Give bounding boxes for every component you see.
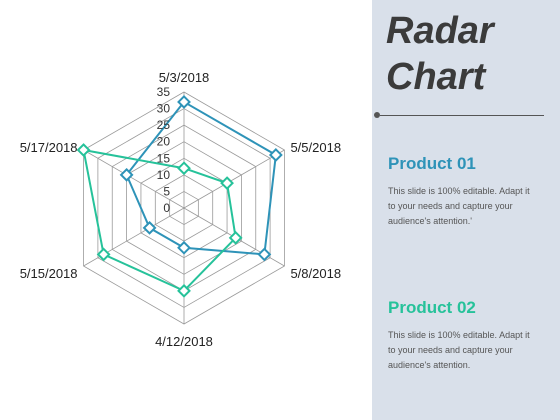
side-panel: Radar Chart Product 01 This slide is 100… <box>372 0 560 420</box>
radar-chart: 0 5 10 15 20 25 30 355/3/2018 5/5/2018 5/8/2018 4/… <box>20 70 341 349</box>
grid-spoke <box>83 207 185 267</box>
data-point-marker <box>142 220 157 235</box>
series-1 <box>119 95 283 262</box>
category-label: 5/5/2018 <box>290 140 341 155</box>
series-2 <box>76 143 243 298</box>
r-tick-label: 10 <box>157 168 171 182</box>
category-label: 5/3/2018 <box>159 70 210 85</box>
slide-title: Radar Chart <box>386 8 556 100</box>
r-tick-label: 30 <box>157 102 171 116</box>
data-point-marker <box>177 161 191 176</box>
divider-dot <box>374 112 380 118</box>
grid-spoke <box>183 149 285 209</box>
r-tick-label: 25 <box>157 118 171 132</box>
data-point-marker <box>257 247 272 262</box>
product-01-block: Product 01 This slide is 100% editable. … <box>388 154 538 229</box>
r-tick-label: 5 <box>163 184 170 198</box>
category-label: 5/15/2018 <box>20 266 78 281</box>
product-02-description: This slide is 100% editable. Adapt it to… <box>388 330 530 370</box>
data-point-marker <box>177 240 191 255</box>
r-tick-label: 15 <box>157 151 171 165</box>
r-tick-label: 0 <box>163 201 170 215</box>
data-point-marker <box>228 230 243 245</box>
r-tick-label: 35 <box>157 85 171 99</box>
data-point-marker <box>96 247 111 262</box>
category-label: 4/12/2018 <box>155 334 213 349</box>
title-line-2: Chart <box>386 56 486 98</box>
product-01-name: Product 01 <box>388 154 476 173</box>
category-label: 5/8/2018 <box>290 266 341 281</box>
grid-spoke <box>83 149 185 209</box>
data-point-marker <box>268 148 283 162</box>
product-02-name: Product 02 <box>388 298 476 317</box>
product-02-block: Product 02 This slide is 100% editable. … <box>388 298 538 373</box>
category-label: 5/17/2018 <box>20 140 78 155</box>
data-point-marker <box>119 167 134 182</box>
divider-line <box>380 115 544 116</box>
r-tick-label: 20 <box>157 135 171 149</box>
data-point-marker <box>76 143 91 157</box>
data-point-marker <box>177 95 191 109</box>
data-point-marker <box>177 283 191 298</box>
data-point-marker <box>220 176 234 191</box>
product-01-description: This slide is 100% editable. Adapt it to… <box>388 186 530 226</box>
title-line-1: Radar <box>386 10 494 52</box>
radar-chart-area: 0 5 10 15 20 25 30 35 5/3/2018 5/5/2018 5/8/2018 4/… <box>20 70 341 349</box>
